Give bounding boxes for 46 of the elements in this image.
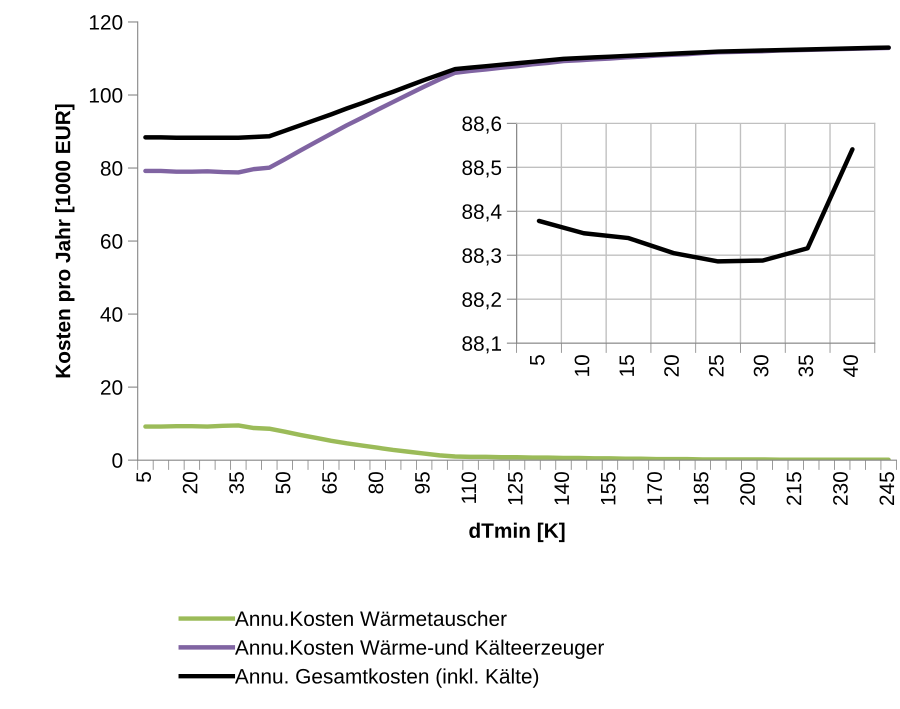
x-tick-label: 25 <box>708 355 724 376</box>
y-tick-label: 20 <box>100 380 122 395</box>
y-tick-label: 88,3 <box>462 248 502 266</box>
x-axis-title: dTmin [K] <box>469 522 564 542</box>
y-tick-label: 0 <box>112 453 122 468</box>
x-tick-label: 30 <box>754 355 768 377</box>
y-tick-label: 88,4 <box>462 204 502 222</box>
x-tick-label: 5 <box>136 472 152 482</box>
x-tick-label: 185 <box>694 472 708 504</box>
y-axis-title: Kosten pro Jahr [1000 EUR] <box>55 104 74 378</box>
x-tick-label: 80 <box>368 472 384 494</box>
x-tick-label: 155 <box>601 472 616 504</box>
x-tick-label: 245 <box>880 472 894 505</box>
x-tick-label: 15 <box>620 355 634 376</box>
x-tick-label: 125 <box>508 472 523 504</box>
y-tick-label: 88,1 <box>462 336 502 354</box>
x-tick-label: 20 <box>664 355 679 376</box>
x-tick-label: 110 <box>461 472 476 503</box>
y-tick-label: 120 <box>90 14 122 30</box>
x-tick-label: 40 <box>843 355 858 377</box>
y-tick-label: 88,2 <box>462 292 501 310</box>
x-tick-label: 95 <box>414 472 430 494</box>
x-tick-label: 65 <box>322 472 337 494</box>
y-tick-label: 60 <box>101 234 122 249</box>
x-tick-label: 170 <box>647 472 662 504</box>
x-tick-label: 35 <box>798 355 814 377</box>
y-tick-label: 88,5 <box>462 160 502 178</box>
x-tick-label: 140 <box>554 472 570 504</box>
x-tick-label: 215 <box>786 472 802 505</box>
x-tick-label: 5 <box>530 355 545 366</box>
line-series <box>143 45 891 140</box>
legend-label: Annu. Gesamtkosten (inkl. Kälte) <box>234 668 538 688</box>
y-tick-label: 80 <box>100 161 122 176</box>
line-series <box>143 423 891 460</box>
x-tick-label: 20 <box>182 472 198 494</box>
x-tick-label: 10 <box>574 355 590 376</box>
x-tick-label: 35 <box>229 472 244 494</box>
y-tick-label: 40 <box>100 307 122 322</box>
x-tick-label: 50 <box>276 472 290 494</box>
x-tick-label: 230 <box>833 472 848 505</box>
y-tick-label: 88,6 <box>462 116 502 134</box>
x-tick-label: 200 <box>740 472 755 505</box>
legend-label: Annu.Kosten Wärmetauscher <box>234 610 507 626</box>
legend-label: Annu.Kosten Wärme-und Kälteerzeuger <box>234 640 604 659</box>
y-tick-label: 100 <box>90 88 122 103</box>
line-series <box>536 147 855 264</box>
